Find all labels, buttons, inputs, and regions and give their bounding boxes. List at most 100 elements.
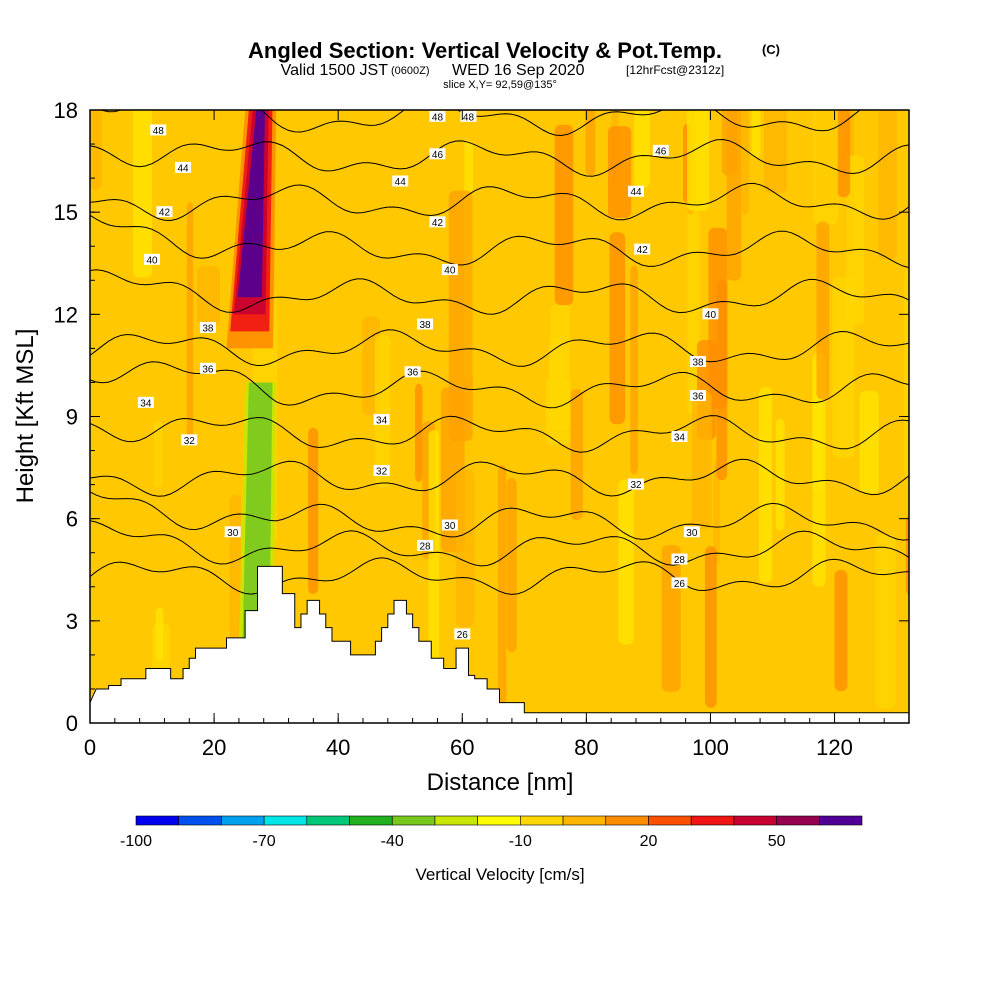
velocity-cell	[506, 478, 517, 653]
colorbar-swatch	[263, 815, 308, 826]
y-tick-label: 6	[66, 507, 78, 532]
velocity-cell	[609, 232, 626, 425]
contour-label: 42	[156, 206, 173, 219]
velocity-cell	[716, 280, 728, 481]
contour-label-text: 38	[692, 358, 704, 369]
velocity-cell	[687, 110, 709, 211]
contour-label-text: 42	[637, 245, 649, 256]
colorbar-swatch	[349, 815, 393, 826]
contour-label: 38	[690, 356, 707, 369]
contour-label: 42	[634, 243, 651, 256]
colorbar-swatch	[306, 815, 350, 826]
contour-label: 26	[454, 628, 471, 641]
contour-label-text: 40	[444, 266, 456, 277]
contour-label-text: 28	[674, 555, 686, 566]
x-tick-label: 60	[450, 735, 474, 760]
velocity-cell	[691, 391, 712, 530]
contour-label-text: 30	[686, 528, 698, 539]
theta-contour-line	[90, 361, 909, 409]
colorbar-swatch	[733, 815, 777, 826]
contour-label-bg	[441, 264, 458, 276]
contour-label-bg	[156, 206, 173, 218]
velocity-feature	[237, 110, 265, 298]
velocity-cell	[197, 266, 220, 325]
colorbar-swatch	[135, 815, 180, 826]
contour-label: 48	[150, 124, 167, 137]
contour-label-bg	[429, 148, 446, 160]
contour-label-text: 46	[432, 150, 444, 161]
velocity-cell	[905, 515, 909, 595]
contour-label: 30	[441, 519, 458, 532]
theta-contour-line	[90, 458, 909, 497]
contour-label-text: 32	[184, 436, 196, 447]
theta-contour-line	[100, 110, 909, 137]
contour-label: 36	[690, 390, 707, 403]
velocity-cell	[836, 110, 851, 198]
contour-label: 48	[460, 110, 477, 123]
contour-label-bg	[199, 362, 216, 374]
contour-label-bg	[224, 526, 241, 538]
contour-label-bg	[392, 175, 409, 187]
velocity-cell	[585, 110, 596, 176]
contour-label-text: 34	[140, 398, 152, 409]
colorbar-tick-label: 20	[640, 833, 658, 850]
contour-label-text: 28	[419, 541, 431, 552]
colorbar-swatch	[178, 815, 222, 826]
contour-label-bg	[150, 124, 167, 136]
contour-label-bg	[373, 464, 390, 476]
theta-contour-line	[90, 491, 909, 541]
contour-label-text: 36	[407, 368, 419, 379]
contour-label-bg	[683, 526, 700, 538]
velocity-cell	[570, 388, 583, 521]
velocity-cell	[751, 110, 761, 159]
subtitle-date: WED 16 Sep 2020	[452, 62, 585, 79]
theta-contour-line	[90, 557, 909, 595]
colorbar-swatch	[520, 815, 564, 826]
contour-label: 40	[441, 264, 458, 277]
contour-label-text: 48	[153, 126, 165, 137]
velocity-cell	[878, 110, 897, 260]
contour-label-bg	[404, 366, 421, 378]
velocity-cell	[704, 546, 717, 708]
velocity-cell	[618, 479, 634, 645]
velocity-cell	[545, 378, 571, 445]
contour-label-bg	[199, 321, 216, 333]
contour-label: 40	[702, 308, 719, 321]
colorbar-tick-label: -100	[120, 833, 152, 850]
colorbar: -100 -70 -40 -10 20 50	[120, 815, 863, 850]
colorbar-swatch	[477, 815, 521, 826]
contour-label-text: 34	[674, 432, 686, 443]
velocity-cell	[498, 465, 507, 705]
contour-label: 30	[683, 526, 700, 539]
subtitle-valid: Valid 1500 JST	[281, 62, 389, 79]
contour-label-bg	[702, 308, 719, 320]
colorbar-swatch	[605, 815, 649, 826]
contour-label-text: 44	[178, 163, 190, 174]
contour-label: 28	[417, 539, 434, 552]
theta-contour-line	[90, 182, 909, 222]
contour-label-bg	[429, 110, 446, 122]
velocity-cell	[155, 607, 164, 661]
contour-label: 40	[144, 253, 161, 266]
contour-label-bg	[181, 434, 198, 446]
contour-labels: 48 48 48 46 46 44 44 44 42 42 42 40 40 40 38 38 38 36 36 36…	[137, 110, 719, 641]
contour-label-text: 44	[630, 187, 642, 198]
subtitle-forecast: [12hrFcst@2312z]	[626, 63, 724, 77]
contour-label-bg	[671, 430, 688, 442]
contour-label-bg	[628, 185, 644, 197]
contour-label-text: 36	[692, 392, 704, 403]
x-tick-label: 40	[326, 735, 350, 760]
contour-label: 26	[671, 577, 688, 590]
contour-label-bg	[137, 396, 154, 408]
y-tick-label: 18	[54, 98, 78, 123]
contour-label: 38	[417, 318, 434, 331]
x-axis-label: Distance [nm]	[427, 769, 574, 796]
colorbar-tick-label: 50	[768, 833, 786, 850]
contour-label-bg	[652, 144, 669, 156]
contour-label-bg	[429, 216, 446, 228]
contour-label-bg	[634, 243, 651, 255]
contour-label-bg	[175, 161, 192, 173]
contour-label-text: 46	[655, 146, 667, 157]
contour-label-bg	[144, 253, 161, 265]
